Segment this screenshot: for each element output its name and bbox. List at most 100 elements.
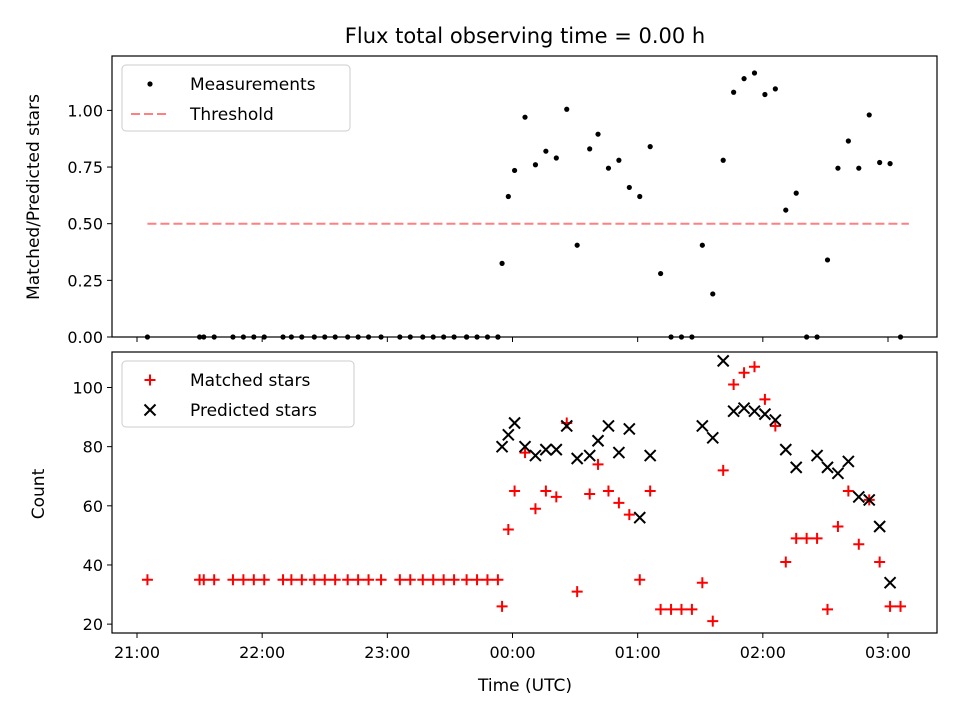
matched-star-point [644, 485, 656, 497]
matched-star-point [481, 574, 493, 586]
measurement-point [793, 190, 799, 196]
matched-star-point [623, 509, 635, 521]
matched-star-point [592, 458, 604, 470]
matched-star-point [717, 464, 729, 476]
legend-label: Threshold [189, 105, 274, 125]
matched-star-point [602, 485, 614, 497]
measurement-point [587, 146, 593, 152]
matched-star-point [352, 574, 364, 586]
top-plot-frame [111, 55, 938, 338]
measurement-point [699, 242, 705, 248]
matched-star-point [404, 574, 416, 586]
matched-star-point [529, 503, 541, 515]
matched-star-point [696, 577, 708, 589]
matched-star-point [675, 603, 687, 615]
legend-label: Predicted stars [190, 401, 317, 421]
legend-label: Matched stars [190, 371, 310, 391]
matched-star-point [759, 393, 771, 405]
matched-star-point [227, 574, 239, 586]
measurement-point [720, 157, 726, 163]
bottom-legend: Matched stars Predicted stars [121, 360, 355, 428]
measurement-point [856, 165, 862, 171]
matched-star-point [550, 491, 562, 503]
measurement-point [543, 148, 549, 154]
measurement-point [772, 86, 778, 92]
matched-star-point [634, 574, 646, 586]
matched-star-point [296, 574, 308, 586]
predicted-star-point [591, 434, 605, 447]
x-tick-label: 22:00 [239, 643, 285, 662]
measurement-point [616, 157, 622, 163]
matched-star-point [540, 485, 552, 497]
predicted-star-point [570, 452, 584, 465]
matched-star-point [198, 574, 210, 586]
measurement-point [637, 193, 643, 200]
matched-star-point [665, 603, 677, 615]
matched-star-point [448, 574, 460, 586]
bottom-plot-frame [111, 351, 938, 634]
legend-box [121, 64, 351, 132]
x-tick-label: 03:00 [865, 643, 911, 662]
measurement-point [574, 242, 580, 248]
matched-star-point [363, 574, 375, 586]
matched-star-point [769, 420, 781, 432]
predicted-star-point [779, 443, 792, 456]
matched-star-point [509, 485, 521, 497]
matched-star-point [811, 532, 823, 544]
matched-star-point [655, 603, 667, 615]
predicted-star-point [810, 449, 824, 462]
top-y-tick-label: 1.00 [67, 101, 103, 120]
predicted-star-point [863, 493, 876, 507]
matched-star-point [874, 556, 886, 568]
bottom-y-tick-label: 20 [83, 615, 103, 634]
matched-star-point [208, 574, 220, 586]
predicted-star-point [873, 520, 886, 533]
axes-layer: 0.00 0.25 0.50 0.75 1.00 Measurements Threshol… [67, 55, 938, 662]
matched-star-point [728, 379, 740, 391]
predicted-star-point [883, 576, 897, 589]
matched-star-point [748, 361, 760, 373]
predicted-star-point [518, 440, 532, 453]
predicted-star-point [831, 467, 845, 480]
matched-star-point [438, 574, 450, 586]
legend-label: Measurements [190, 75, 316, 95]
matched-star-point [519, 447, 531, 459]
predicted-star-point [633, 511, 646, 524]
matched-star-point [822, 603, 834, 615]
matched-star-point [237, 574, 249, 586]
bottom-y-tick-label: 100 [72, 378, 103, 397]
measurement-point [710, 291, 716, 297]
top-y-tick-label: 0.00 [67, 328, 103, 347]
predicted-star-point [769, 413, 782, 427]
legend-marker-measurements [147, 81, 153, 87]
predicted-star-point [550, 443, 563, 456]
x-tick-label: 21:00 [114, 643, 160, 662]
matched-star-point [895, 600, 907, 612]
matched-star-point [427, 574, 439, 586]
predicted-star-point [727, 404, 740, 418]
measurement-point [783, 207, 789, 213]
matched-star-point [832, 521, 844, 533]
matched-star-point [248, 574, 260, 586]
matched-star-point [492, 574, 504, 586]
measurement-point [845, 138, 851, 144]
measurement-point [731, 89, 737, 95]
matched-star-point [471, 574, 483, 586]
predicted-star-point [706, 431, 719, 444]
matched-star-point [884, 600, 896, 612]
matched-star-point [801, 532, 813, 544]
x-tick-label: 00:00 [489, 643, 535, 662]
top-y-axis-label: Matched/Predicted stars [24, 94, 44, 300]
predicted-star-point [643, 449, 657, 462]
measurement-point [741, 76, 747, 82]
measurement-point [762, 91, 768, 98]
measurement-point [824, 257, 831, 263]
matched-star-point [853, 538, 865, 550]
predicted-star-point [623, 422, 636, 436]
predicted-star-point [502, 428, 515, 442]
predicted-star-point [790, 461, 803, 474]
measurement-point [505, 193, 511, 200]
measurement-point [647, 144, 653, 150]
measurement-point [626, 184, 632, 191]
